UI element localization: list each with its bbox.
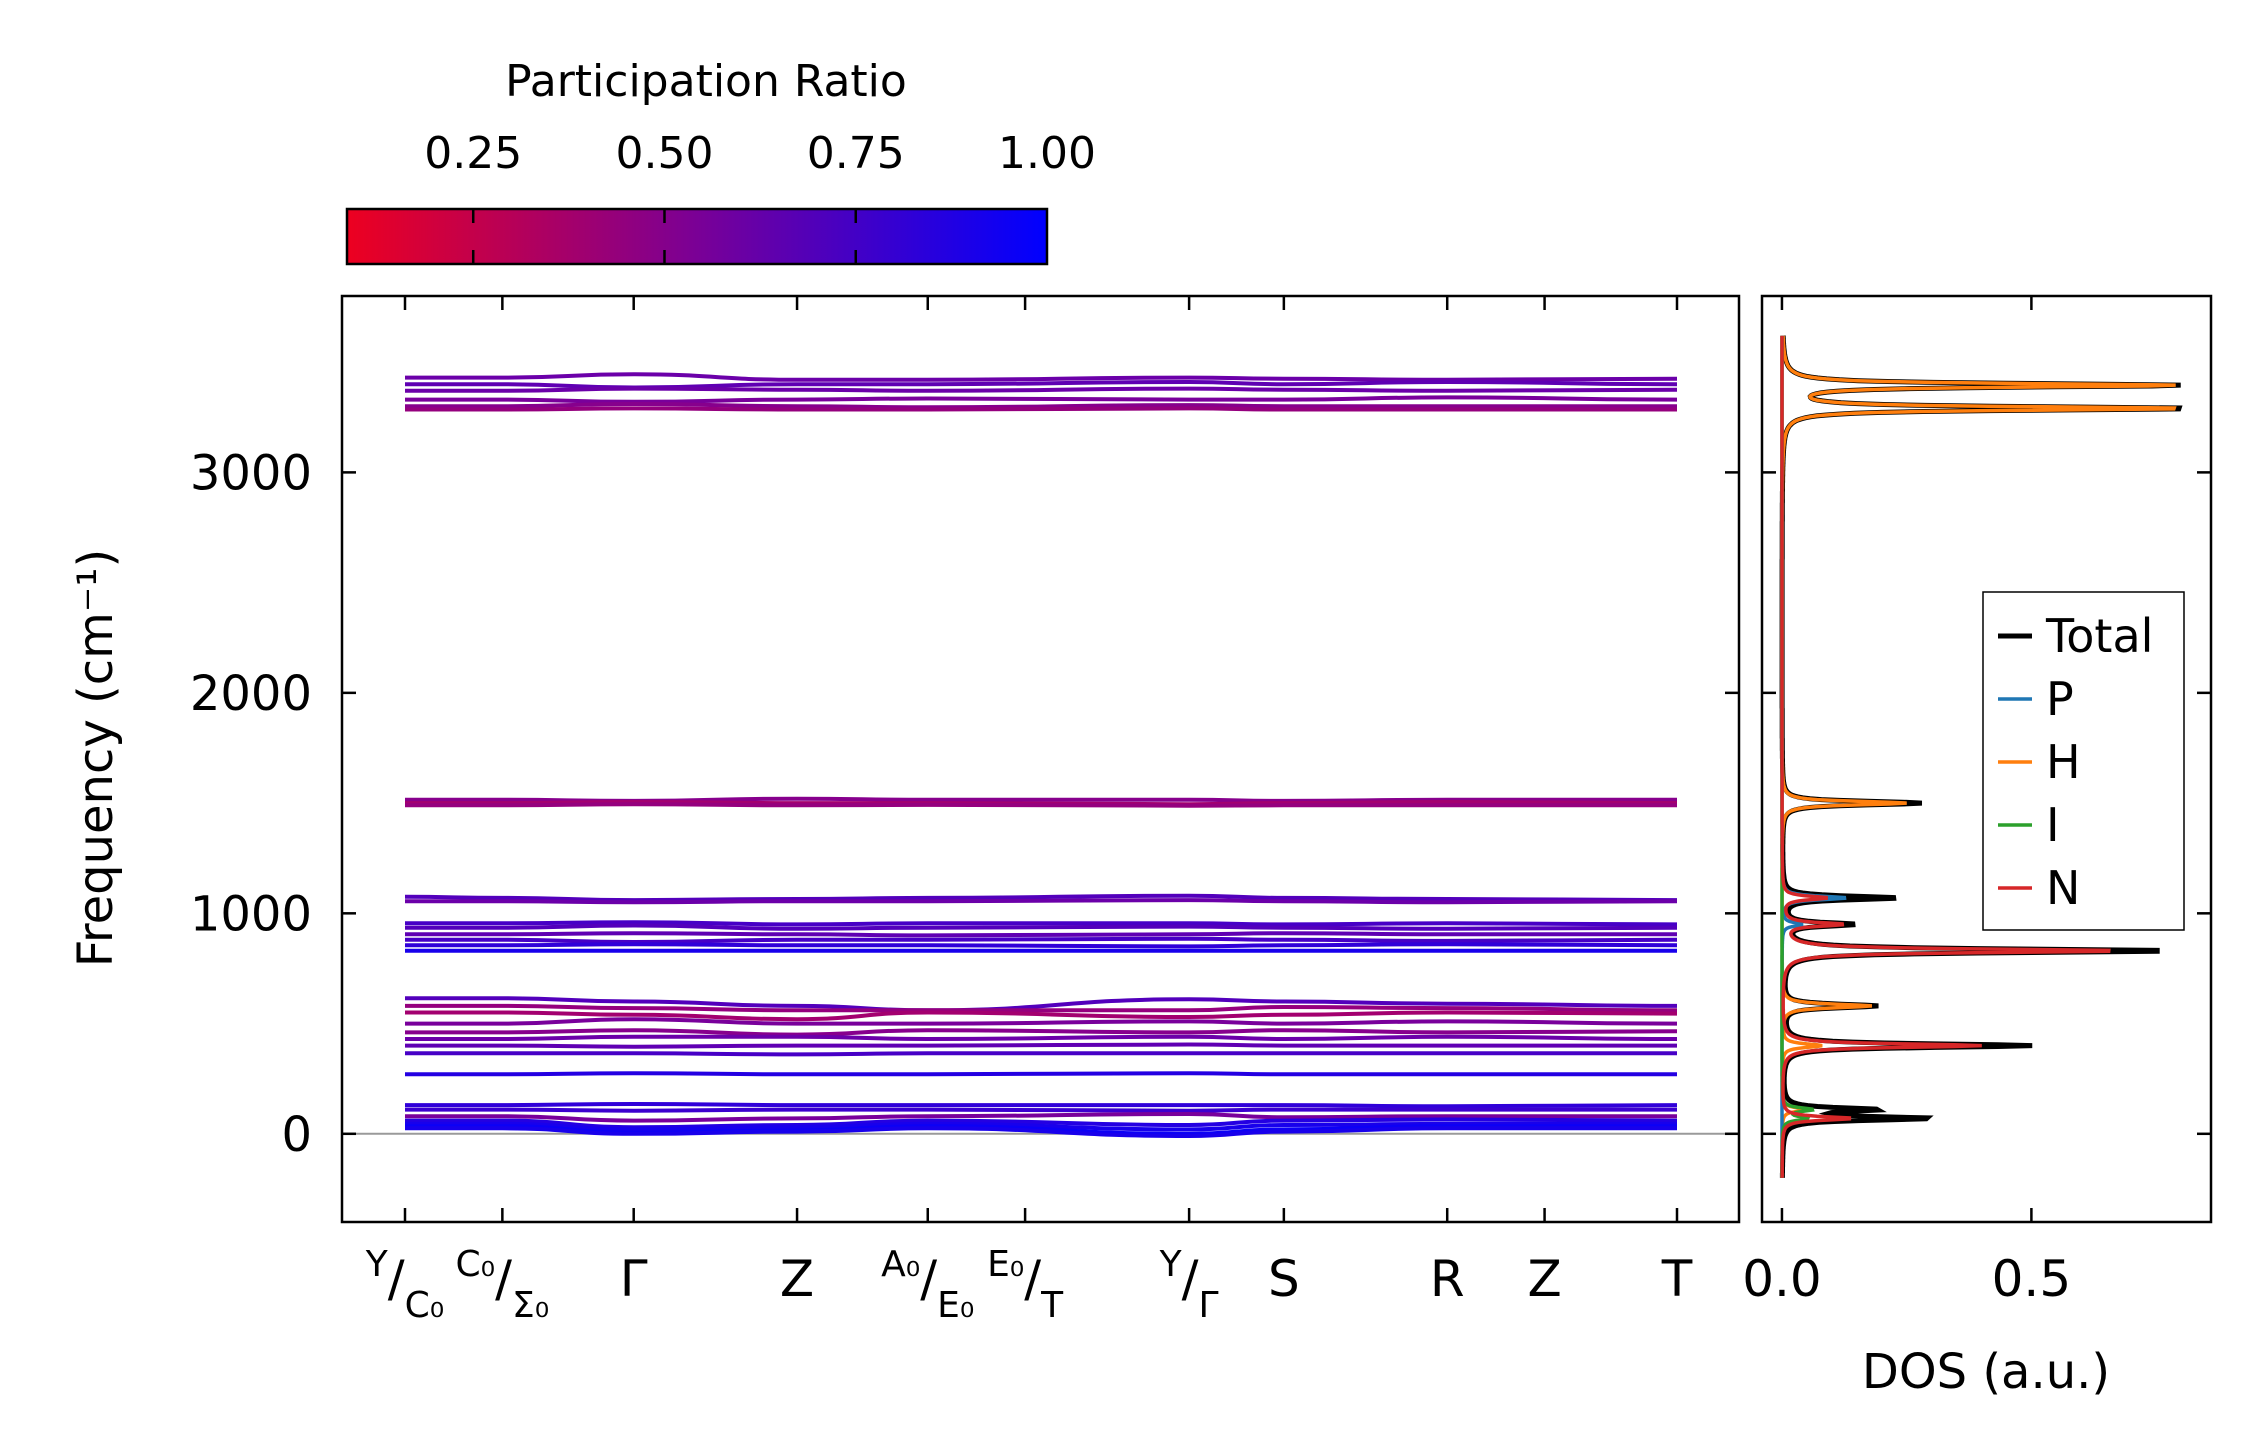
legend-label-total: Total	[2045, 609, 2153, 663]
phonon-band	[405, 898, 1678, 905]
frequency-tick-label: 1000	[190, 886, 312, 942]
k-point-label: A₀/E₀	[881, 1244, 974, 1326]
phonon-band	[405, 1121, 1677, 1132]
phonon-band	[405, 1003, 1678, 1013]
y-axis-label: Frequency (cm⁻¹)	[68, 549, 124, 967]
phonon-band	[405, 372, 1678, 382]
k-point-label: Y/Γ	[1159, 1244, 1219, 1326]
frequency-tick-label: 3000	[190, 445, 312, 501]
phonon-band	[405, 1117, 1678, 1130]
colorbar-tick-label: 0.75	[807, 128, 905, 179]
phonon-band	[405, 379, 1678, 390]
frequency-tick-label: 0	[281, 1107, 312, 1163]
legend-label-h: H	[2046, 735, 2081, 789]
colorbar-tick-label: 0.50	[616, 128, 714, 179]
phonon-band	[404, 893, 1678, 903]
legend-label-n: N	[2046, 861, 2080, 915]
k-point-label: C₀/Σ₀	[456, 1244, 550, 1326]
k-point-label: T	[1661, 1250, 1693, 1308]
colorbar-ticks	[471, 209, 857, 264]
frequency-tick-label: 2000	[190, 666, 312, 722]
phonon-band	[404, 1010, 1678, 1022]
dos-tick-labels: 0.0 0.5	[1742, 1250, 2071, 1308]
phonon-band	[405, 931, 1677, 938]
colorbar-tick-labels: 0.25 0.50 0.75 1.00	[424, 128, 1096, 179]
k-point-label: E₀/T	[987, 1244, 1064, 1326]
phonon-band	[405, 1051, 1677, 1057]
k-point-label: Γ	[620, 1250, 648, 1308]
phonon-band	[405, 1042, 1677, 1049]
phonon-band	[404, 1126, 1677, 1139]
phonon-band	[405, 942, 1678, 949]
k-point-label: R	[1430, 1250, 1465, 1308]
colorbar-label: Participation Ratio	[505, 56, 907, 107]
k-point-label: S	[1268, 1250, 1300, 1308]
colorbar-gradient	[345, 207, 1049, 266]
phonon-band	[405, 1034, 1678, 1042]
phonon-band	[405, 802, 1677, 808]
dos-tick-label: 0.5	[1992, 1250, 2072, 1308]
dos-curves	[1779, 335, 2183, 1178]
colorbar-tick-label: 0.25	[424, 128, 522, 179]
legend-label-i: I	[2046, 798, 2060, 852]
phonon-band	[404, 936, 1678, 945]
legend-label-p: P	[2046, 672, 2074, 726]
phonon-band	[405, 401, 1677, 410]
phonon-band	[404, 406, 1677, 412]
phonon-band	[405, 1101, 1678, 1109]
dos-curve-n	[1780, 335, 2111, 1178]
phonon-band	[405, 1107, 1677, 1113]
frequency-tick-labels: 0 1000 2000 3000	[190, 445, 312, 1162]
dos-axis-ticks	[1762, 296, 2211, 1222]
phonon-bands	[404, 372, 1678, 1139]
k-path-ticks	[403, 296, 1679, 1222]
band-plot-frame	[340, 294, 1741, 1224]
k-point-label: Y/C₀	[365, 1244, 444, 1326]
phonon-band	[405, 1071, 1677, 1077]
frequency-axis-ticks	[342, 471, 1739, 1136]
k-point-label: Z	[780, 1250, 814, 1308]
k-point-label: Z	[1527, 1250, 1561, 1308]
dos-plot-frame	[1760, 294, 2213, 1224]
phonon-band	[405, 386, 1678, 393]
phonon-band	[404, 1028, 1678, 1037]
colorbar-tick-label: 1.00	[998, 128, 1096, 179]
x-axis-label: DOS (a.u.)	[1862, 1344, 2110, 1400]
phonon-band	[405, 1017, 1678, 1026]
phonon-band	[405, 923, 1678, 931]
phonon-band	[405, 395, 1678, 404]
colorbar: Participation Ratio 0.25 0.50 0.75 1.00	[345, 56, 1096, 266]
phonon-band	[404, 1111, 1677, 1123]
dos-tick-label: 0.0	[1742, 1250, 1822, 1308]
phonon-band	[404, 920, 1678, 927]
